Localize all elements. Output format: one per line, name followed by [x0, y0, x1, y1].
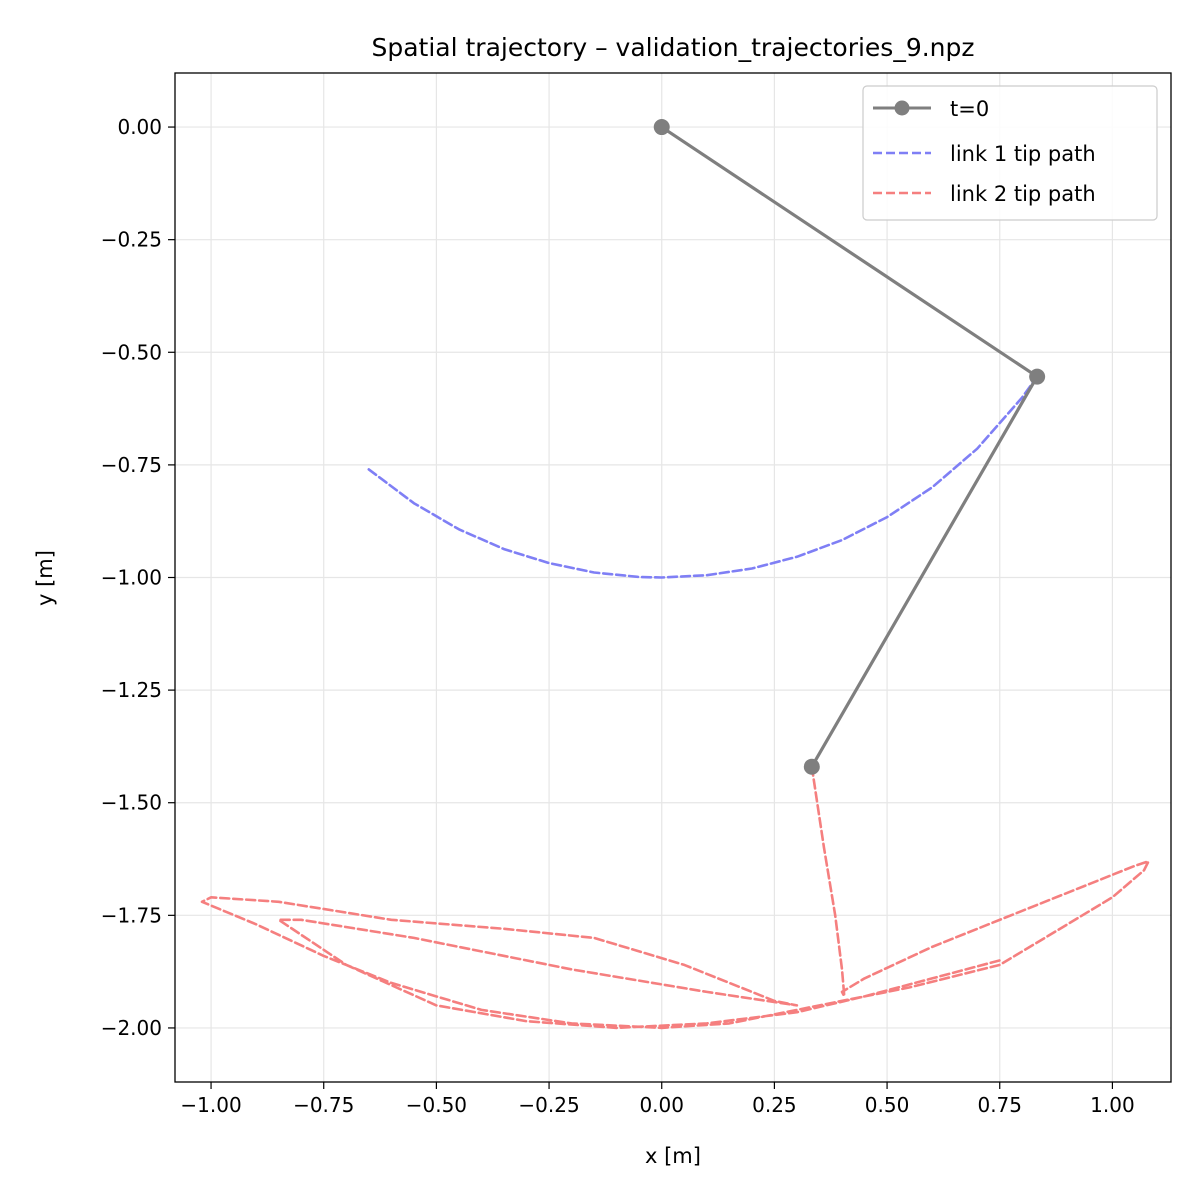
y-tick-label: −0.25 [101, 228, 162, 252]
y-tick-label: −1.50 [101, 791, 162, 815]
y-tick-label: −1.00 [101, 566, 162, 590]
y-tick-label: −0.75 [101, 453, 162, 477]
y-tick-label: −2.00 [101, 1016, 162, 1040]
legend-label-t0: t=0 [950, 97, 989, 121]
legend: t=0 link 1 tip path link 2 tip path [862, 85, 1158, 221]
legend-label-link2: link 2 tip path [950, 182, 1096, 206]
legend-label-link1: link 1 tip path [950, 142, 1096, 166]
arm-joint-marker [1029, 368, 1046, 385]
x-axis-ticks: −1.00 −0.75 −0.50 −0.25 0.00 0.25 0.50 0.75 1.00 [180, 1082, 1135, 1117]
x-tick-label: 0.00 [639, 1093, 684, 1117]
y-axis-label: y [m] [33, 550, 57, 606]
x-tick-label: 0.25 [752, 1093, 797, 1117]
series-layer [200, 119, 1150, 1030]
x-tick-label: −0.25 [518, 1093, 579, 1117]
y-axis-ticks: 0.00 −0.25 −0.50 −0.75 −1.00 −1.25 −1.50 −1.75 −… [101, 115, 175, 1040]
x-tick-label: −0.75 [293, 1093, 354, 1117]
x-axis-label: x [m] [645, 1144, 701, 1168]
legend-marker-t0 [894, 100, 910, 116]
x-tick-label: −1.00 [180, 1093, 241, 1117]
x-tick-label: 0.75 [977, 1093, 1022, 1117]
x-tick-label: 1.00 [1090, 1093, 1135, 1117]
arm-joint-marker [653, 119, 670, 136]
y-tick-label: −1.25 [101, 678, 162, 702]
series-link1-tip-path [367, 375, 1039, 579]
y-tick-label: 0.00 [117, 115, 162, 139]
chart-title: Spatial trajectory – validation_trajecto… [371, 33, 974, 62]
series-link2-tip-path [200, 765, 1150, 1030]
y-tick-label: −1.75 [101, 903, 162, 927]
legend-box [862, 85, 1158, 221]
y-tick-label: −0.50 [101, 340, 162, 364]
x-tick-label: 0.50 [865, 1093, 910, 1117]
arm-joint-marker [803, 758, 820, 775]
x-tick-label: −0.50 [406, 1093, 467, 1117]
